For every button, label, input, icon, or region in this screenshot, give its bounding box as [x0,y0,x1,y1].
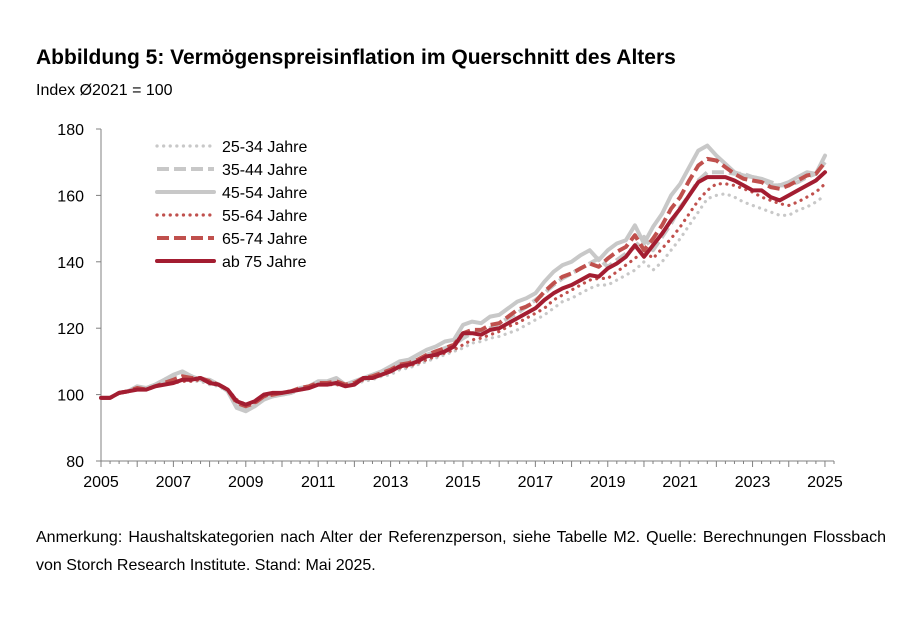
x-tick-label: 2007 [156,474,192,491]
y-tick-label: 80 [66,454,84,471]
chart-axes: 80 100 120 140 160 180 2005 2007 2009 2011 2013 201… [57,122,843,491]
series-line-4 [99,182,827,407]
series-line-6 [99,170,827,407]
x-tick-label: 2011 [301,474,336,491]
x-tick-label: 2013 [373,474,409,491]
x-tick-label: 2025 [807,474,843,491]
chart-footnote: Anmerkung: Haushaltskategorien nach Alte… [36,529,886,574]
series-line-3 [99,143,827,414]
x-tick-label: 2023 [735,474,771,491]
y-tick-label: 120 [57,321,84,338]
y-tick-label: 140 [57,255,84,272]
series-line-1 [99,192,827,408]
y-tick-label: 100 [57,388,84,405]
chart-series [99,143,827,414]
chart-subtitle: Index Ø2021 = 100 [36,82,173,99]
legend-label-1: 25-34 Jahre [222,139,307,156]
legend-label-4: 55-64 Jahre [222,208,307,225]
y-tick-label: 160 [57,188,84,205]
x-tick-label: 2019 [590,474,626,491]
line-chart: 80 100 120 140 160 180 2005 2007 2009 2011 2013 201… [57,122,843,491]
x-tick-label: 2015 [445,474,481,491]
legend-label-2: 35-44 Jahre [222,162,307,179]
x-tick-label: 2021 [662,474,698,491]
legend-label-5: 65-74 Jahre [222,231,307,248]
legend-label-3: 45-54 Jahre [222,185,307,202]
chart-title: Abbildung 5: Vermögenspreisinflation im … [36,46,676,69]
legend-label-6: ab 75 Jahre [222,254,307,271]
x-tick-label: 2009 [228,474,264,491]
chart-legend: 25-34 Jahre 35-44 Jahre 45-54 Jahre 55-64 J… [155,139,307,271]
series-line-2 [101,160,827,412]
x-tick-label: 2005 [83,474,119,491]
x-tick-label: 2017 [518,474,554,491]
y-tick-label: 180 [57,122,84,139]
